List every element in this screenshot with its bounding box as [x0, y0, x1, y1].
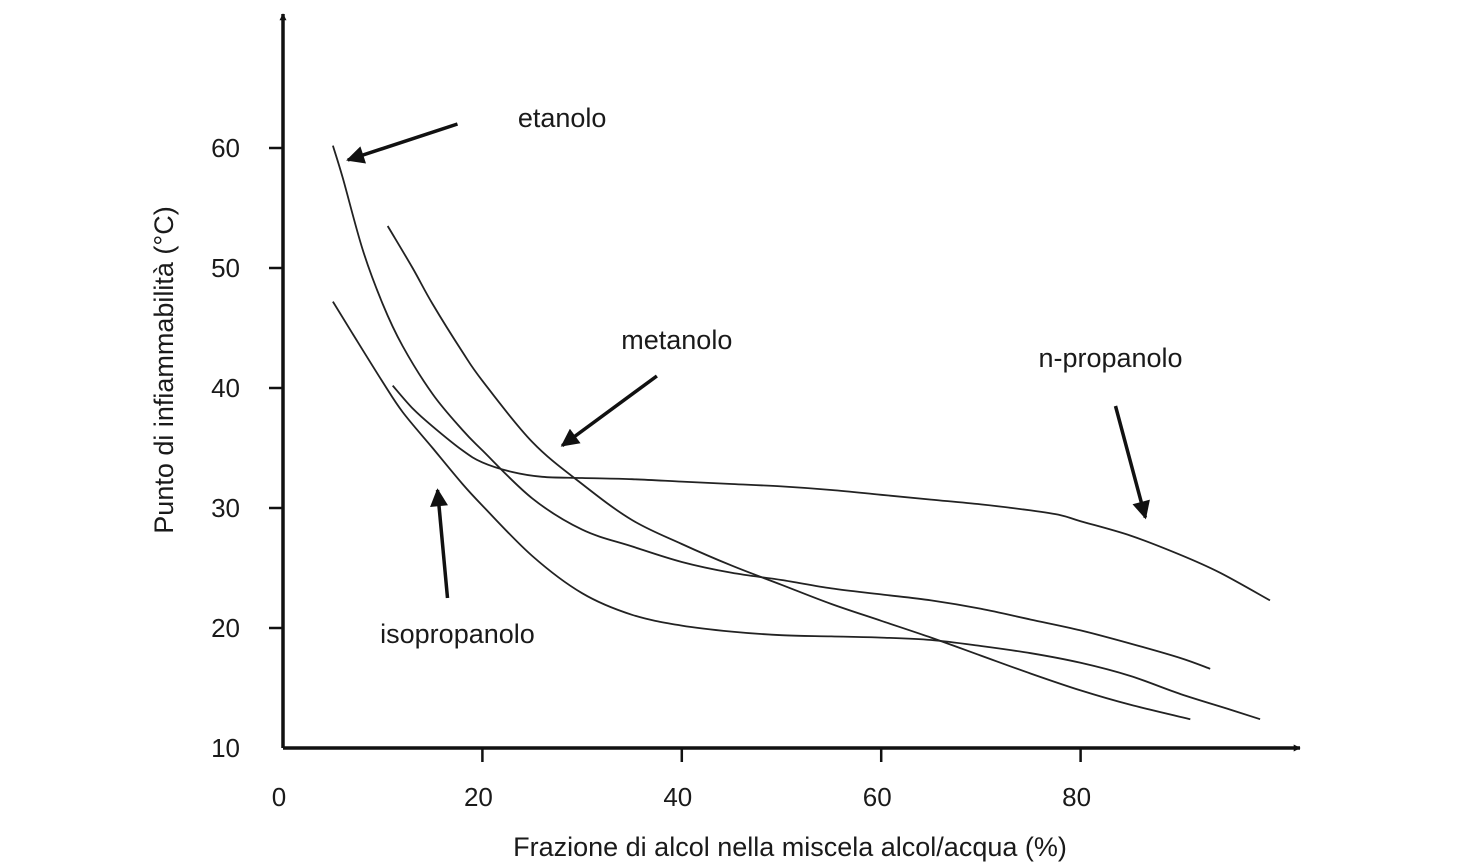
y-tick-label-20: 20	[211, 613, 240, 643]
series-pointers	[346, 122, 1150, 599]
y-axis-title: Punto di infiammabilità (°C)	[149, 206, 179, 533]
series-line-etanolo	[332, 145, 1211, 670]
y-tick-label-40: 40	[211, 373, 240, 403]
y-tick-label-60: 60	[211, 133, 240, 163]
series-label-metanolo: metanolo	[621, 325, 732, 355]
x-axis-title: Frazione di alcol nella miscela alcol/ac…	[513, 832, 1067, 862]
x-tick-label-80: 80	[1062, 782, 1091, 812]
axis-ticks: 0 20 40 60 80 10 20 30 40 50 60	[211, 133, 1091, 812]
pointer-arrow-metanolo	[560, 374, 658, 448]
series-lines	[332, 145, 1271, 721]
series-label-etanolo: etanolo	[518, 103, 607, 133]
series-label-isopropanolo: isopropanolo	[380, 619, 535, 649]
pointer-arrow-isopropanolo	[430, 488, 450, 599]
series-line-metanolo	[386, 225, 1191, 721]
pointer-arrow-etanolo	[346, 122, 459, 164]
y-tick-label-30: 30	[211, 493, 240, 523]
x-tick-label-60: 60	[863, 782, 892, 812]
series-line-n-propanolo	[392, 385, 1271, 602]
y-tick-label-10: 10	[211, 733, 240, 763]
x-tick-label-40: 40	[663, 782, 692, 812]
pointer-arrow-n-propanolo	[1113, 405, 1150, 520]
y-tick-label-50: 50	[211, 253, 240, 283]
x-tick-label-0: 0	[272, 782, 286, 812]
series-label-n-propanolo: n-propanolo	[1038, 343, 1182, 373]
series-line-isopropanolo	[332, 301, 1261, 721]
series-labels: etanolo metanolo isopropanolo n-propanolo	[380, 103, 1182, 649]
x-tick-label-20: 20	[464, 782, 493, 812]
